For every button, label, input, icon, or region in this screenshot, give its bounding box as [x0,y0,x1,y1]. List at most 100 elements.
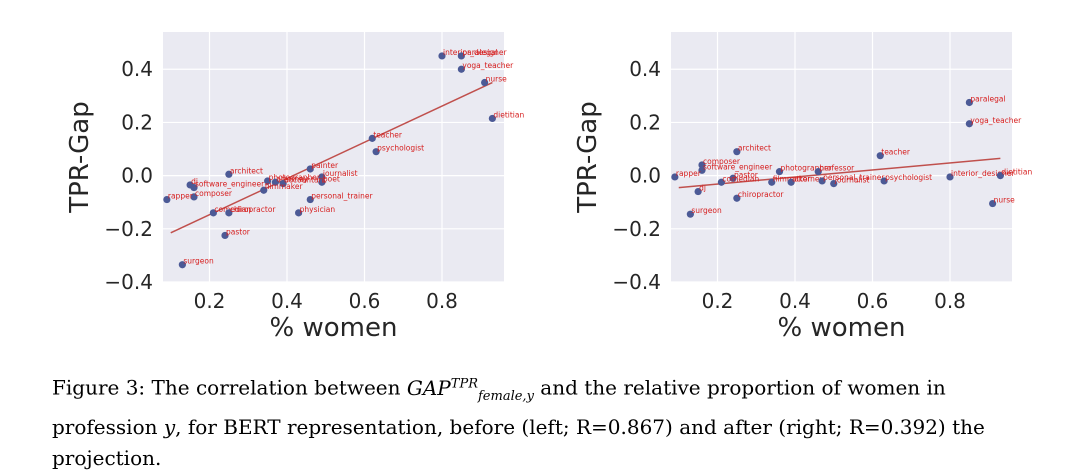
right-fit-line [678,157,1001,189]
left-point-chiropractor [225,209,233,217]
left-point-label-attorney: attorney [276,174,308,183]
left-x-tick-label: 0.4 [271,289,303,313]
right-point-comedian [717,178,725,186]
right-point-label-pastor: pastor [734,170,759,179]
left-point-surgeon [178,261,186,269]
left-point-label-journalist: journalist [322,169,358,178]
right-point-photographer [775,168,784,176]
left-x-tick-label: 0.8 [426,289,458,313]
caption-text-2: , for BERT representation, before (left;… [52,414,985,470]
left-point-label-comedian: comedian [214,205,251,214]
right-point-attorney [787,178,795,186]
left-point-software_engineer [190,183,198,192]
right-x-tick-label: 0.8 [934,289,966,313]
left-point-label-surgeon: surgeon [183,257,214,266]
right-point-personal_trainer [818,177,826,185]
left-point-label-yoga_teacher: yoga_teacher [462,61,514,70]
right-point-dj [694,187,702,196]
right-x-tick-label: 0.6 [857,289,889,313]
right-x-tick-label: 0.4 [779,289,811,313]
caption-text-1: and the relative proportion of women in … [52,375,946,439]
left-point-interior_designer [438,52,446,60]
right-point-filmmaker [768,178,776,186]
right-point-yoga_teacher [965,120,973,128]
left-point-yoga_teacher [457,65,465,73]
left-y-tick-label: 0.4 [121,57,153,81]
right-point-label-attorney: attorney [792,174,824,183]
right-point-label-chiropractor: chiropractor [738,190,785,199]
left-panel: 0.2 0.4 0.6 0.8−0.4−0.20.00.20.4% womenTPR-… [65,32,524,343]
right-y-tick-label: 0.2 [629,110,661,134]
left-point-architect [225,170,233,178]
left-point-psychologist [372,148,380,156]
left-y-tick-label: 0.0 [121,164,153,188]
right-point-label-professor: professor [819,164,855,173]
left-x-tick-label: 0.2 [194,289,226,313]
left-point-painter [306,165,314,173]
left-point-journalist [318,173,326,181]
right-point-interior_designer [946,173,954,181]
right-point-label-interior_designer: interior_designer [951,169,1015,178]
left-point-label-painter: painter [311,161,339,170]
left-point-label-accountant: accountant [284,176,326,185]
right-point-label-journalist: journalist [834,176,870,185]
right-point-label-yoga_teacher: yoga_teacher [970,116,1022,125]
left-point-label-software_engineer: software_engineer [195,180,265,189]
right-point-journalist [830,179,838,188]
left-y-tick-label: 0.2 [121,110,153,134]
left-point-label-psychologist: psychologist [377,144,424,153]
right-point-label-architect: architect [738,144,771,153]
right-point-label-photographer: photographer [781,164,833,173]
left-point-attorney [271,178,279,186]
left-point-rapper [163,195,171,204]
caption-var-y: y [163,414,176,439]
right-y-tick-label: 0.4 [629,57,661,81]
figure-caption: Figure 3: The correlation between GAPTPR… [52,368,1052,474]
caption-math-sub: female,y [478,388,534,404]
right-point-architect [733,148,741,156]
left-point-physician [295,209,303,217]
left-point-filmmaker [260,186,268,194]
right-point-label-dj: dj [699,184,706,193]
right-point-psychologist [880,177,888,185]
right-point-label-personal_trainer: personal_trainer [823,173,885,182]
right-point-label-teacher: teacher [881,148,911,157]
left-point-label-photographer: photographer [269,173,321,182]
right-point-surgeon [686,210,694,218]
right-point-dietitian [996,172,1004,180]
left-point-comedian [209,209,217,217]
right-point-label-paralegal: paralegal [970,94,1005,103]
right-point-label-filmmaker: filmmaker [773,174,812,183]
left-point-label-paralegal: paralegal [462,48,497,57]
right-y-tick-label: 0.0 [629,164,661,188]
left-point-dietitian [488,114,496,123]
left-y-tick-label: −0.4 [104,270,153,294]
right-point-label-composer: composer [703,157,741,166]
right-y-tick-label: −0.2 [612,217,661,241]
right-point-label-software_engineer: software_engineer [703,162,773,171]
right-point-professor [814,168,822,176]
right-point-pastor [729,174,737,182]
left-point-composer [190,193,198,201]
left-point-label-teacher: teacher [373,130,403,139]
right-point-teacher [876,152,884,160]
left-point-label-chiropractor: chiropractor [230,205,277,214]
right-point-chiropractor [733,194,741,202]
left-x-tick-label: 0.6 [349,289,381,313]
left-point-personal_trainer [306,195,314,204]
right-point-label-comedian: comedian [722,174,759,183]
left-point-label-dj: dj [191,177,198,186]
right-y-axis-label: TPR-Gap [573,101,603,214]
right-point-label-psychologist: psychologist [885,173,932,182]
caption-math-sup: TPR [450,376,478,391]
left-point-nurse [481,78,489,87]
right-x-axis-label: % women [778,313,906,343]
left-point-label-physician: physician [300,205,336,214]
left-point-label-pastor: pastor [226,227,251,236]
right-point-software_engineer [698,166,706,174]
figure-charts: 0.2 0.4 0.6 0.8−0.4−0.20.00.20.4% womenTPR-… [65,32,1032,343]
left-fit-line [170,81,493,234]
left-point-label-composer: composer [195,189,233,198]
left-point-label-interior_designer: interior_designer [443,48,507,57]
right-point-label-dietitian: dietitian [1001,168,1032,177]
